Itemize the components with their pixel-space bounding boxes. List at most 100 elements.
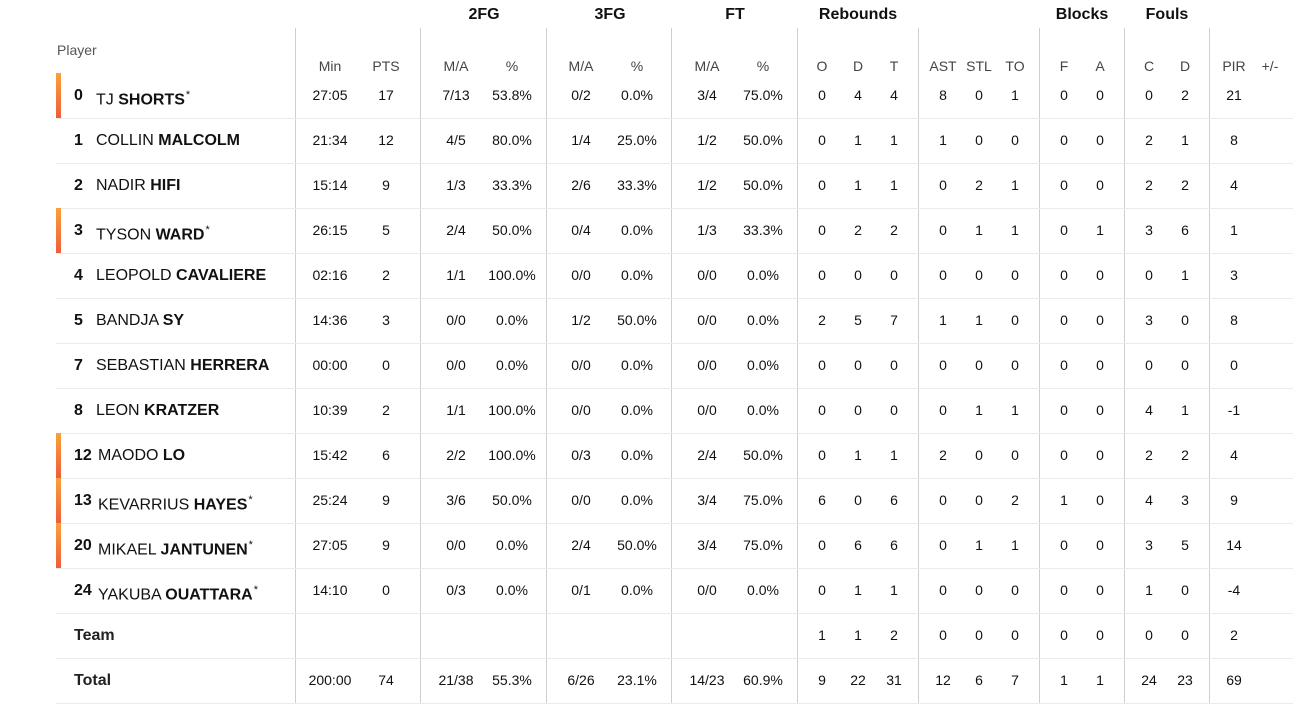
player-name-link[interactable]: MAODO LO <box>98 433 185 478</box>
table-row[interactable]: 13 KEVARRIUS HAYES* 25:24 9 3/6 50.0% 0/0 0.0% 3… <box>56 478 1293 524</box>
cell-stl: 1 <box>975 402 983 418</box>
cell-ma2: 1/1 <box>446 267 466 283</box>
player-last-name: SY <box>162 312 185 329</box>
cell-ba: 0 <box>1096 177 1104 193</box>
table-row[interactable]: 7 SEBASTIAN HERRERA 00:00 0 0/0 0.0% 0/0 0.0% 0/… <box>56 343 1293 389</box>
cell-pir: 69 <box>1226 672 1242 688</box>
player-name-link[interactable]: LEON KRATZER <box>96 388 219 433</box>
table-row[interactable]: 1 COLLIN MALCOLM 21:34 12 4/5 80.0% 1/4 25.0% 1/… <box>56 118 1293 164</box>
cell-pir: 1 <box>1230 222 1238 238</box>
cell-pct3: 25.0% <box>617 132 657 148</box>
header-to: TO <box>1005 58 1025 74</box>
cell-to: 0 <box>1011 447 1019 463</box>
cell-maft: 3/4 <box>697 87 717 103</box>
player-name-link[interactable]: BANDJA SY <box>96 298 184 343</box>
cell-fc: 2 <box>1145 177 1153 193</box>
cell-o: 0 <box>818 132 826 148</box>
divider <box>295 28 296 704</box>
cell-d: 0 <box>854 267 862 283</box>
cell-fc: 2 <box>1145 447 1153 463</box>
cell-fd: 6 <box>1181 222 1189 238</box>
cell-ma3: 0/0 <box>571 492 591 508</box>
player-name-link[interactable]: TYSON WARD* <box>96 208 210 257</box>
table-row[interactable]: 4 LEOPOLD CAVALIERE 02:16 2 1/1 100.0% 0/0 0.0%… <box>56 253 1293 299</box>
cell-pct3: 0.0% <box>621 447 653 463</box>
cell-ma2: 0/3 <box>446 582 466 598</box>
cell-stl: 0 <box>975 627 983 643</box>
cell-pct2: 50.0% <box>492 222 532 238</box>
table-row[interactable]: 3 TYSON WARD* 26:15 5 2/4 50.0% 0/4 0.0% 1/3 33.3… <box>56 208 1293 254</box>
cell-t: 1 <box>890 177 898 193</box>
cell-pct2: 0.0% <box>496 312 528 328</box>
cell-stl: 1 <box>975 312 983 328</box>
cell-pctft: 0.0% <box>747 312 779 328</box>
cell-to: 7 <box>1011 672 1019 688</box>
cell-ma2: 0/0 <box>446 357 466 373</box>
cell-stl: 1 <box>975 537 983 553</box>
player-name-link[interactable]: TJ SHORTS* <box>96 73 190 122</box>
starter-star: * <box>185 89 191 101</box>
header-ft: FT <box>725 6 745 23</box>
cell-ba: 0 <box>1096 627 1104 643</box>
player-last-name: HIFI <box>150 177 181 194</box>
cell-fd: 0 <box>1181 582 1189 598</box>
player-name-link[interactable]: KEVARRIUS HAYES* <box>98 478 253 527</box>
cell-ma2: 0/0 <box>446 312 466 328</box>
player-name-link[interactable]: COLLIN MALCOLM <box>96 118 240 163</box>
cell-ma3: 0/0 <box>571 402 591 418</box>
cell-ast: 8 <box>939 87 947 103</box>
player-name-link[interactable]: YAKUBA OUATTARA* <box>98 568 258 617</box>
cell-pct2: 53.8% <box>492 87 532 103</box>
cell-pts: 9 <box>382 492 390 508</box>
header-pir: PIR <box>1222 58 1246 74</box>
cell-ast: 0 <box>939 177 947 193</box>
cell-fd: 2 <box>1181 447 1189 463</box>
divider <box>546 28 547 704</box>
table-row[interactable]: 2 NADIR HIFI 15:14 9 1/3 33.3% 2/6 33.3% 1/2 50.0… <box>56 163 1293 209</box>
cell-bf: 0 <box>1060 222 1068 238</box>
player-last-name: KRATZER <box>144 402 220 419</box>
table-row[interactable]: 24 YAKUBA OUATTARA* 14:10 0 0/3 0.0% 0/1 0.0% 0/… <box>56 568 1293 614</box>
player-name-link[interactable]: MIKAEL JANTUNEN* <box>98 523 253 572</box>
cell-min: 26:15 <box>312 222 348 238</box>
cell-to: 0 <box>1011 582 1019 598</box>
player-name-link[interactable]: SEBASTIAN HERRERA <box>96 343 269 388</box>
cell-pir: 21 <box>1226 87 1242 103</box>
cell-o: 9 <box>818 672 826 688</box>
cell-t: 0 <box>890 357 898 373</box>
cell-stl: 0 <box>975 582 983 598</box>
header-reb-t: T <box>889 58 899 74</box>
cell-stl: 0 <box>975 87 983 103</box>
cell-o: 0 <box>818 267 826 283</box>
table-row[interactable]: 8 LEON KRATZER 10:39 2 1/1 100.0% 0/0 0.0% 0/0 0.… <box>56 388 1293 434</box>
player-name-link[interactable]: LEOPOLD CAVALIERE <box>96 253 266 298</box>
cell-maft: 1/2 <box>697 132 717 148</box>
cell-pct2: 80.0% <box>492 132 532 148</box>
cell-stl: 0 <box>975 357 983 373</box>
cell-ma3: 1/2 <box>571 312 591 328</box>
player-name-link[interactable]: NADIR HIFI <box>96 163 180 208</box>
cell-t: 0 <box>890 402 898 418</box>
team-label: Team <box>74 627 115 644</box>
player-last-name: LO <box>162 447 186 464</box>
cell-ma2: 2/4 <box>446 222 466 238</box>
cell-d: 1 <box>854 447 862 463</box>
cell-min: 14:36 <box>312 312 348 328</box>
table-row[interactable]: 0 TJ SHORTS* 27:05 17 7/13 53.8% 0/2 0.0% 3/4 75.… <box>56 73 1293 119</box>
table-row[interactable]: 12 MAODO LO 15:42 6 2/2 100.0% 0/3 0.0% 2/4 50.0%… <box>56 433 1293 479</box>
cell-pct3: 0.0% <box>621 582 653 598</box>
divider <box>797 28 798 704</box>
header-min: Min <box>318 58 342 74</box>
table-row[interactable]: 20 MIKAEL JANTUNEN* 27:05 9 0/0 0.0% 2/4 50.0% 3… <box>56 523 1293 569</box>
cell-bf: 0 <box>1060 537 1068 553</box>
table-row[interactable]: 5 BANDJA SY 14:36 3 0/0 0.0% 1/2 50.0% 0/0 0.0% 2 5… <box>56 298 1293 344</box>
cell-pct2: 33.3% <box>492 177 532 193</box>
cell-min: 21:34 <box>312 132 348 148</box>
cell-d: 4 <box>854 87 862 103</box>
header-2fg: 2FG <box>468 6 500 23</box>
cell-bf: 0 <box>1060 402 1068 418</box>
cell-pts: 6 <box>382 447 390 463</box>
cell-d: 22 <box>850 672 866 688</box>
cell-maft: 2/4 <box>697 447 717 463</box>
cell-fd: 0 <box>1181 627 1189 643</box>
